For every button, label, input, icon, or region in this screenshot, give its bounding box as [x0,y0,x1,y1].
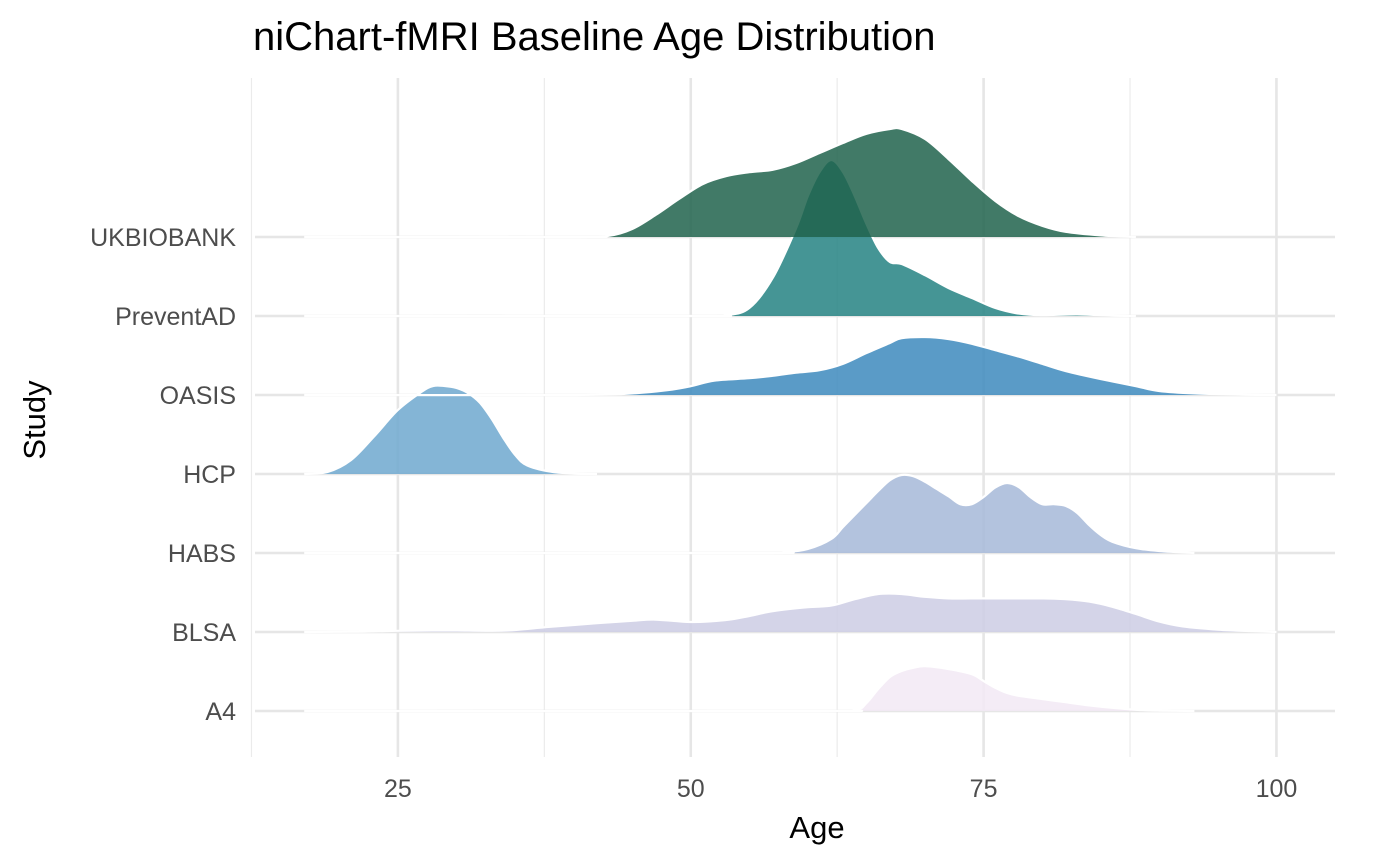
x-tick-label: 25 [384,775,412,803]
y-tick-label: BLSA [172,619,236,647]
ridges [304,126,1277,713]
y-tick-label: UKBIOBANK [90,224,236,252]
x-tick-label: 100 [1256,775,1298,803]
ridge-oasis-outline [304,335,1277,397]
ridge-blsa-area [304,593,1277,632]
y-tick-label: PreventAD [115,303,236,331]
y-axis-tick-labels: UKBIOBANK PreventAD OASIS HCP HABS BLSA A4 [90,224,236,726]
x-tick-label: 50 [677,775,705,803]
ridge-hcp-area [304,385,597,474]
ridge-habs-area [304,474,1195,554]
ridge-blsa-outline [304,592,1277,634]
y-tick-label: HABS [168,540,236,568]
y-axis-title: Study [17,380,52,460]
x-tick-label: 75 [970,775,998,803]
ridge-a4-outline [304,665,1195,713]
x-axis-title: Age [789,810,844,845]
ridge-oasis-area [304,336,1277,396]
y-tick-label: A4 [205,698,236,726]
ridge-habs-outline [304,473,1195,555]
ridge-ukbiobank-area [304,128,1136,238]
y-tick-label: OASIS [160,382,236,410]
ridge-a4-area [304,666,1195,712]
chart-title: niChart-fMRI Baseline Age Distribution [253,15,936,59]
x-axis-tick-labels: 25 50 75 100 [384,775,1297,803]
y-tick-label: HCP [183,461,236,489]
ridge-ukbiobank-outline [304,126,1136,239]
ridge-hcp-outline [304,384,598,476]
